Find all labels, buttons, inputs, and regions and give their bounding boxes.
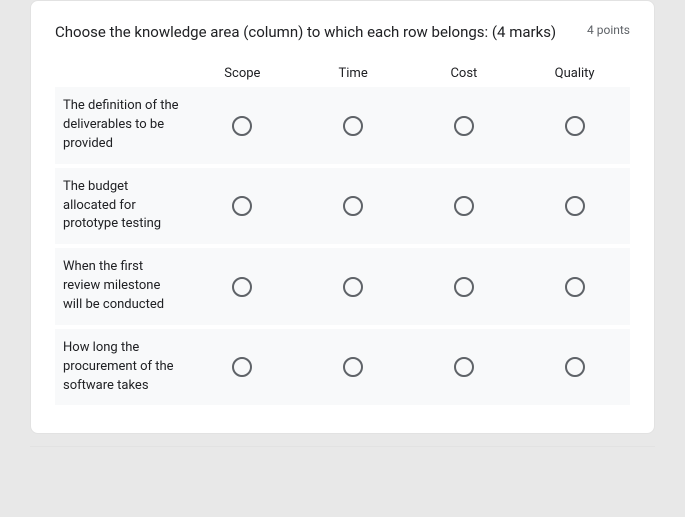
radio-option[interactable]	[454, 277, 474, 297]
grid-header-row: Scope Time Cost Quality	[55, 66, 630, 81]
question-title: Choose the knowledge area (column) to wh…	[55, 21, 563, 44]
radio-option[interactable]	[565, 277, 585, 297]
radio-option[interactable]	[343, 277, 363, 297]
column-header-quality: Quality	[519, 66, 630, 81]
question-card: Choose the knowledge area (column) to wh…	[30, 0, 655, 434]
divider	[30, 446, 655, 447]
radio-option[interactable]	[343, 116, 363, 136]
grid-row: The budget allocated for prototype testi…	[55, 168, 630, 245]
grid-row: The definition of the deliverables to be…	[55, 87, 630, 164]
row-label: How long the procurement of the software…	[55, 339, 187, 396]
radio-grid: Scope Time Cost Quality The definition o…	[55, 66, 630, 405]
radio-option[interactable]	[565, 357, 585, 377]
radio-option[interactable]	[343, 196, 363, 216]
column-header-scope: Scope	[187, 66, 298, 81]
row-label: When the first review milestone will be …	[55, 258, 187, 315]
radio-option[interactable]	[454, 357, 474, 377]
column-header-time: Time	[298, 66, 409, 81]
column-header-cost: Cost	[409, 66, 520, 81]
grid-row: How long the procurement of the software…	[55, 329, 630, 406]
question-points: 4 points	[587, 21, 630, 37]
radio-option[interactable]	[232, 277, 252, 297]
row-label: The definition of the deliverables to be…	[55, 97, 187, 154]
radio-option[interactable]	[565, 116, 585, 136]
radio-option[interactable]	[232, 357, 252, 377]
radio-option[interactable]	[232, 116, 252, 136]
row-label: The budget allocated for prototype testi…	[55, 178, 187, 235]
radio-option[interactable]	[343, 357, 363, 377]
radio-option[interactable]	[454, 196, 474, 216]
grid-row: When the first review milestone will be …	[55, 248, 630, 325]
radio-option[interactable]	[232, 196, 252, 216]
radio-option[interactable]	[454, 116, 474, 136]
radio-option[interactable]	[565, 196, 585, 216]
question-header: Choose the knowledge area (column) to wh…	[55, 21, 630, 44]
